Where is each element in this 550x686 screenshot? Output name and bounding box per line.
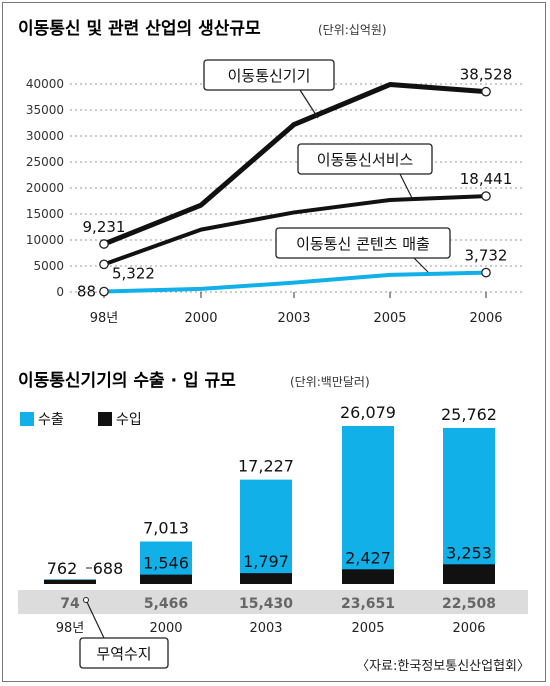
import-value-label: 1,546 xyxy=(143,554,189,573)
data-label: 5,322 xyxy=(112,264,155,282)
legend-import-swatch xyxy=(98,412,112,426)
balance-callout-dot xyxy=(83,597,89,603)
series-name-label: 이동통신 콘텐츠 매출 xyxy=(296,235,430,253)
import-value-label: 3,253 xyxy=(446,543,492,562)
import-bar xyxy=(44,579,96,584)
x-tick-label: 2005 xyxy=(351,621,384,636)
export-value-label: 17,227 xyxy=(238,457,294,476)
x-tick-label: 2006 xyxy=(452,621,485,636)
import-bar xyxy=(240,573,292,584)
import-bar xyxy=(342,569,394,584)
series-3-endpoint xyxy=(99,286,109,297)
data-label: 88 xyxy=(77,283,96,301)
series-name-label: 이동통신서비스 xyxy=(317,151,414,169)
x-tick-label: 2003 xyxy=(277,311,310,326)
series-3-endpoint xyxy=(481,267,491,278)
trade-balance-band xyxy=(18,590,528,614)
bar-chart-unit: (단위:백만달러) xyxy=(290,375,370,389)
balance-callout-box xyxy=(79,637,169,669)
series-1-endpoint xyxy=(99,239,109,249)
y-tick-label: 10000 xyxy=(26,233,64,247)
data-label: 3,732 xyxy=(465,247,508,265)
x-tick-label: 2006 xyxy=(469,311,502,326)
legend-import-label: 수입 xyxy=(116,412,142,428)
x-tick-label: 98년 xyxy=(90,311,119,326)
series-1-endpoint xyxy=(481,86,491,97)
export-bar xyxy=(342,426,394,584)
bar-chart-title: 이동통신기기의 수출 · 입 규모 xyxy=(18,371,236,391)
import-bar xyxy=(140,574,192,584)
x-tick-label: 2005 xyxy=(373,311,406,326)
import-value-label: 688 xyxy=(93,559,124,578)
y-tick-label: 25000 xyxy=(26,155,64,169)
bar-chart: 74 98년 7,013 1,546 5,466 2000 17,227 1,797 15,43… xyxy=(18,403,528,669)
x-tick-label: 98년 xyxy=(56,621,85,636)
series-2-endpoint xyxy=(481,191,491,201)
import-value-label: 2,427 xyxy=(345,548,391,567)
y-tick-label: 40000 xyxy=(26,77,64,91)
source-note: 〈자료:한국정보통신산업협회〉 xyxy=(356,659,530,674)
export-bar xyxy=(240,479,292,584)
y-tick-label: 30000 xyxy=(26,129,64,143)
export-value-label: 7,013 xyxy=(143,519,189,538)
y-tick-label: 20000 xyxy=(26,181,64,195)
x-tick-label: 2003 xyxy=(249,621,282,636)
callout-box xyxy=(275,227,451,259)
x-tick-label: 2000 xyxy=(149,621,182,636)
y-tick-label: 35000 xyxy=(26,103,64,117)
data-label: 9,231 xyxy=(83,218,126,236)
export-value-label: 25,762 xyxy=(441,405,497,424)
trade-balance-value: 5,466 xyxy=(144,596,188,612)
line-chart-unit: (단위:십억원) xyxy=(318,23,387,37)
y-tick-label: 5000 xyxy=(33,259,64,273)
series-line-1 xyxy=(101,82,489,247)
legend-export-swatch xyxy=(20,412,34,426)
y-tick-label: 0 xyxy=(56,285,64,299)
series-2-endpoint xyxy=(99,259,109,270)
export-value-label: 762 xyxy=(47,559,78,578)
import-bar xyxy=(443,564,495,584)
legend-export-label: 수출 xyxy=(38,412,64,428)
callout-box xyxy=(297,143,433,175)
trade-balance-value: 23,651 xyxy=(341,596,395,612)
trade-balance-value: 22,508 xyxy=(442,596,496,612)
callout-box xyxy=(203,59,335,91)
series-line-2 xyxy=(102,194,488,267)
trade-balance-value: 15,430 xyxy=(239,596,293,612)
callout-pointer xyxy=(299,89,319,119)
x-tick-label: 2000 xyxy=(184,311,217,326)
import-value-label: 1,797 xyxy=(243,552,289,571)
series-name-label: 이동통신기기 xyxy=(228,67,311,85)
export-bar xyxy=(443,427,495,584)
export-value-label: 26,079 xyxy=(340,403,396,422)
series-line-3 xyxy=(102,270,488,294)
data-label: 18,441 xyxy=(460,170,513,188)
balance-callout-pointer xyxy=(85,599,105,639)
line-chart-title: 이동통신 및 관련 산업의 생산규모 xyxy=(18,19,261,39)
balance-callout-label: 무역수지 xyxy=(96,645,151,663)
callout-pointer xyxy=(399,173,413,199)
data-label: 38,528 xyxy=(460,66,513,84)
line-chart: 0 5000 10000 15000 20000 25000 30000 35000 40000… xyxy=(26,59,522,326)
trade-balance-value: 74 xyxy=(60,596,80,612)
y-tick-label: 15000 xyxy=(26,207,64,221)
callout-pointer xyxy=(413,257,429,273)
